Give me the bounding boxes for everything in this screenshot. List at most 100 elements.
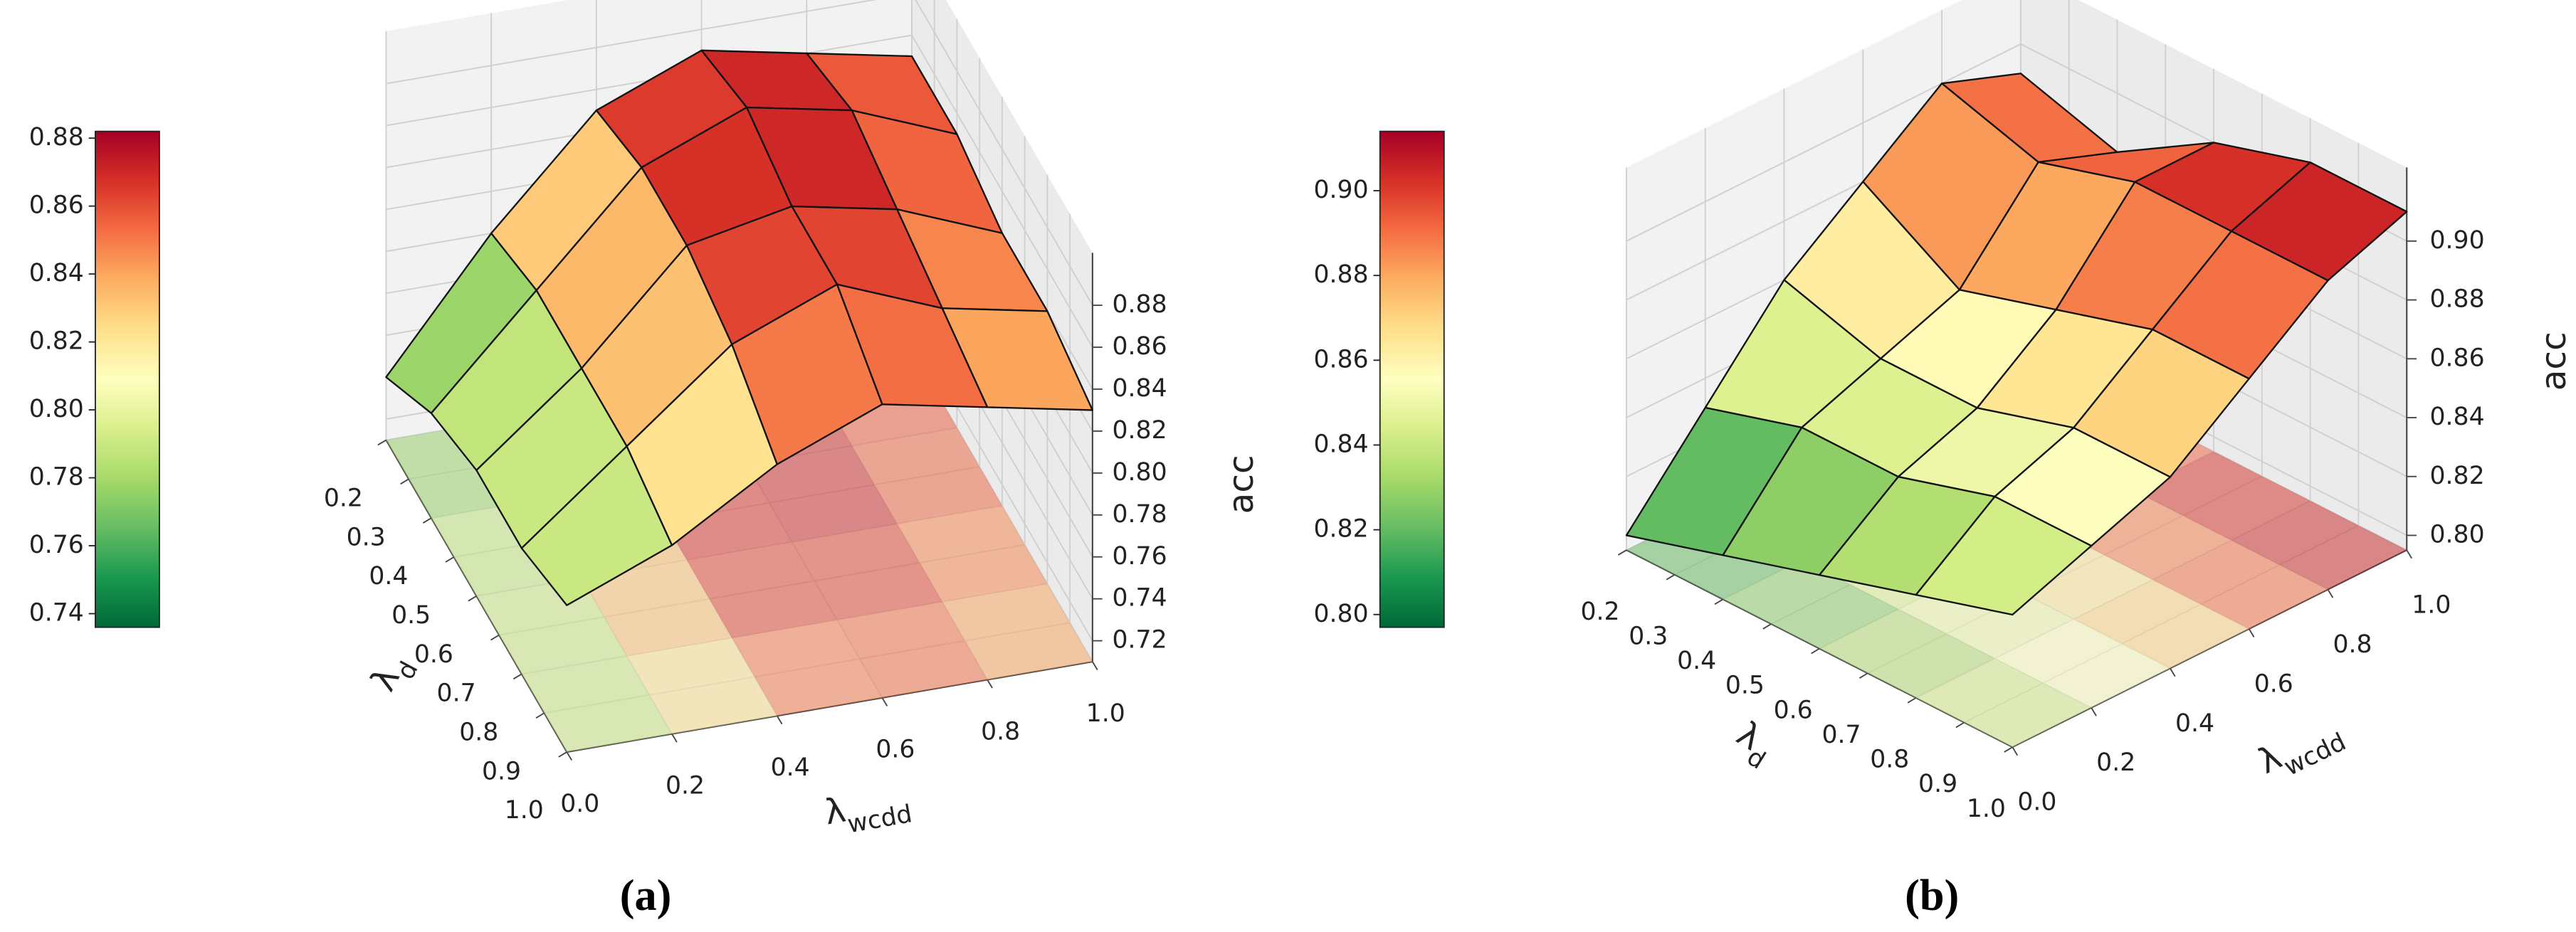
contour-patch	[836, 601, 988, 698]
colorbar-tick-label: 0.86	[29, 191, 84, 220]
contour-patch	[626, 637, 777, 734]
y-tick	[445, 556, 455, 563]
y-tick	[400, 478, 409, 485]
x-tick	[2406, 549, 2412, 559]
contour-patch	[792, 524, 942, 620]
y-tick	[490, 634, 500, 641]
contour-patch	[2152, 540, 2328, 629]
y-tick	[535, 712, 545, 719]
y-tick	[1714, 598, 1724, 605]
contour-patch	[897, 505, 1048, 602]
contour-patch	[747, 445, 898, 542]
x-tick	[881, 697, 888, 706]
contour-patch	[851, 428, 1002, 524]
z-tick-label: 0.88	[2430, 285, 2485, 314]
z-tick-label: 0.74	[1113, 584, 1167, 613]
contour-patch	[476, 578, 627, 674]
colorbar-tick-label: 0.88	[1314, 260, 1369, 289]
x-tick-label: 0.4	[771, 753, 810, 782]
x-tick-label: 0.0	[560, 790, 599, 818]
y-tick-label: 0.5	[391, 601, 431, 630]
y-tick-label: 0.9	[482, 757, 521, 785]
z-tick-label: 0.78	[1113, 500, 1167, 529]
y-tick	[468, 595, 477, 602]
contour-patch	[521, 656, 673, 753]
y-tick-label: 0.8	[1870, 746, 1909, 774]
contour-patch	[686, 541, 837, 638]
z-tick-label: 0.80	[1113, 458, 1167, 487]
contour-patch	[732, 620, 883, 716]
axis-label-symbol: λ	[821, 790, 848, 832]
y-tick	[422, 517, 432, 524]
x-tick-label: 0.2	[2096, 748, 2135, 777]
contour-patch	[582, 560, 732, 657]
z-tick-label: 0.86	[1113, 332, 1167, 361]
colorbar-tick-label: 0.74	[29, 599, 84, 627]
colorbar-tick-label: 0.80	[29, 395, 84, 423]
y-tick	[1666, 573, 1676, 581]
y-tick	[2004, 746, 2013, 753]
colorbar-tick-label: 0.84	[1314, 430, 1369, 458]
grid-line	[911, 35, 1093, 348]
y-tick	[1955, 721, 1965, 729]
y-tick-label: 0.3	[347, 523, 386, 551]
z-tick-label: 0.86	[2430, 344, 2485, 372]
x-tick-label: 0.2	[666, 772, 705, 800]
y-tick-label: 0.2	[324, 484, 363, 513]
x-tick-label: 0.6	[2254, 669, 2293, 698]
grid-line	[1626, 43, 2022, 242]
x-tick	[776, 715, 783, 725]
axis-line	[567, 661, 1093, 753]
y-tick	[1762, 623, 1772, 630]
y-tick-label: 0.4	[369, 562, 408, 591]
x-tick	[1092, 661, 1098, 671]
colorbar-tick-label: 0.78	[29, 463, 84, 492]
y-tick	[1907, 697, 1917, 704]
grid-line	[915, 0, 1093, 306]
y-tick-label: 0.5	[1725, 672, 1765, 700]
y-tick-label: 0.6	[1774, 696, 1813, 724]
axis-label: λwcdd	[821, 779, 914, 843]
y-tick	[512, 673, 522, 680]
x-tick-label: 0.4	[2175, 709, 2214, 738]
x-tick-label: 0.6	[876, 736, 915, 764]
axis-label-subscript: wcdd	[846, 800, 915, 839]
contour-patch	[1819, 609, 1995, 698]
y-tick-label: 0.6	[414, 640, 453, 669]
contour-patch	[1994, 619, 2170, 708]
y-tick	[1811, 647, 1820, 655]
x-tick-label: 0.8	[981, 717, 1020, 746]
z-tick-label: 0.82	[1113, 416, 1167, 445]
z-tick-label: 0.84	[2430, 403, 2485, 431]
caption: (a)	[620, 871, 672, 920]
axis-label: λwcdd	[2252, 709, 2351, 791]
x-tick-label: 0.8	[2333, 630, 2372, 659]
y-tick	[1617, 549, 1627, 556]
y-tick-label: 0.7	[1821, 721, 1861, 749]
colorbar-tick-label: 0.82	[1314, 515, 1369, 544]
z-axis-label: acc	[2534, 332, 2574, 391]
surface-patch	[520, 445, 673, 606]
z-tick-label: 0.72	[1113, 626, 1167, 655]
contour-patch	[2073, 579, 2249, 669]
colorbar-tick-label: 0.80	[1314, 600, 1369, 628]
z-tick-label: 0.84	[1113, 374, 1167, 403]
contour-patch	[942, 583, 1093, 680]
colorbar-tick-label: 0.76	[29, 531, 84, 559]
colorbar-tick-label: 0.82	[29, 327, 84, 356]
y-tick-label: 1.0	[1967, 795, 2006, 823]
contour-patch	[2135, 451, 2310, 541]
y-tick	[558, 751, 567, 758]
x-tick	[2012, 746, 2019, 756]
colorbar-tick-label: 0.88	[29, 123, 84, 152]
y-tick	[1859, 672, 1868, 679]
z-tick-label: 0.82	[2430, 462, 2485, 490]
contour-patch	[1915, 658, 2092, 748]
y-tick-label: 0.7	[437, 679, 476, 708]
z-tick-label: 0.80	[2430, 520, 2485, 549]
x-tick-label: 0.0	[2017, 788, 2056, 817]
colorbar	[94, 130, 160, 628]
x-tick	[2170, 667, 2176, 677]
colorbar-tick-label: 0.84	[29, 259, 84, 287]
